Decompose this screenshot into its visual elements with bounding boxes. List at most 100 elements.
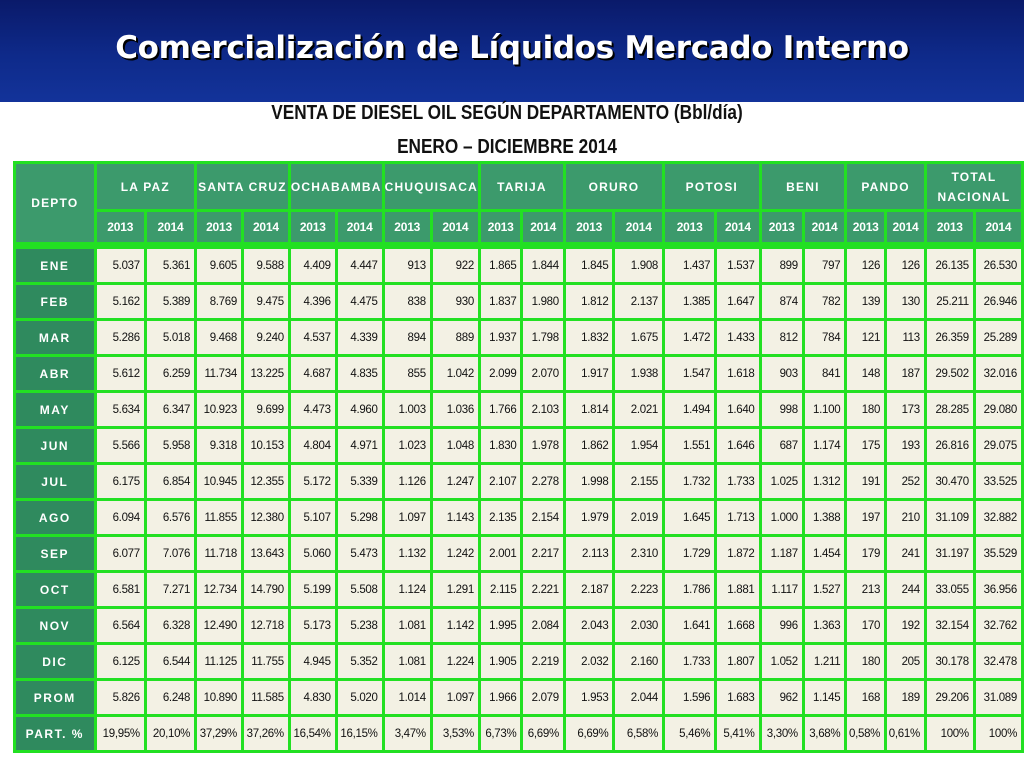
department-header: LA PAZ <box>96 164 195 209</box>
table-cell: 5.107 <box>290 501 335 534</box>
table-cell: 2.223 <box>615 573 663 606</box>
table-cell: 2.115 <box>480 573 521 606</box>
table-cell: 1.551 <box>665 429 715 462</box>
table-row: MAR 5.286 5.018 9.468 9.240 4.537 4.339 894 889 1… <box>16 321 1021 354</box>
table-cell: 874 <box>761 285 802 318</box>
table-cell: 6.581 <box>96 573 144 606</box>
table-cell: 889 <box>432 321 478 354</box>
table-cell: 26.530 <box>975 249 1021 282</box>
table-cell: 2.160 <box>615 645 663 678</box>
table-cell: 11.734 <box>197 357 241 390</box>
table-cell: 1.938 <box>615 357 663 390</box>
table-cell: 1.117 <box>761 573 802 606</box>
table-cell: 1.097 <box>432 681 478 714</box>
table-cell: 2.107 <box>480 465 521 498</box>
table-cell: 12.490 <box>197 609 241 642</box>
table-cell: 10.890 <box>197 681 241 714</box>
table-cell: 1.645 <box>665 501 715 534</box>
table-cell: 1.998 <box>565 465 613 498</box>
table-cell: 32.762 <box>975 609 1021 642</box>
table-cell: 5,46% <box>665 717 715 750</box>
row-label: PART. % <box>16 717 94 750</box>
table-cell: 6,58% <box>615 717 663 750</box>
table-cell: 2.001 <box>480 537 521 570</box>
table-cell: 1.211 <box>804 645 845 678</box>
table-cell: 903 <box>761 357 802 390</box>
year-header: 2013 <box>480 212 521 242</box>
department-header: TOTAL NACIONAL <box>926 164 1021 209</box>
table-cell: 1.124 <box>384 573 430 606</box>
table-cell: 26.946 <box>975 285 1021 318</box>
table-cell: 13.643 <box>243 537 288 570</box>
table-cell: 6,73% <box>480 717 521 750</box>
year-header: 2014 <box>243 212 288 242</box>
table-cell: 3,53% <box>432 717 478 750</box>
department-header: PANDO <box>847 164 924 209</box>
table-cell: 5.352 <box>337 645 382 678</box>
table-cell: 1.437 <box>665 249 715 282</box>
table-cell: 996 <box>761 609 802 642</box>
department-header: SANTA CRUZ <box>197 164 288 209</box>
table-cell: 4.475 <box>337 285 382 318</box>
table-cell: 5.172 <box>290 465 335 498</box>
table-cell: 5.566 <box>96 429 144 462</box>
table-cell: 19,95% <box>96 717 144 750</box>
table-cell: 1.908 <box>615 249 663 282</box>
table-row: JUL 6.175 6.854 10.945 12.355 5.172 5.339 1.126… <box>16 465 1021 498</box>
table-cell: 252 <box>887 465 924 498</box>
table-cell: 1.683 <box>717 681 759 714</box>
table-cell: 2.099 <box>480 357 521 390</box>
table-cell: 31.089 <box>975 681 1021 714</box>
table-cell: 33.055 <box>926 573 973 606</box>
table-cell: 4.473 <box>290 393 335 426</box>
table-cell: 28.285 <box>926 393 973 426</box>
table-cell: 29.080 <box>975 393 1021 426</box>
table-cell: 11.855 <box>197 501 241 534</box>
table-cell: 1.733 <box>665 645 715 678</box>
table-row: JUN 5.566 5.958 9.318 10.153 4.804 4.971 1.023 1… <box>16 429 1021 462</box>
table-cell: 1.143 <box>432 501 478 534</box>
table-cell: 6.544 <box>146 645 195 678</box>
table-cell: 13.225 <box>243 357 288 390</box>
table-cell: 913 <box>384 249 430 282</box>
table-cell: 5.037 <box>96 249 144 282</box>
table-cell: 1.844 <box>523 249 563 282</box>
table-cell: 5.020 <box>337 681 382 714</box>
table-cell: 5.199 <box>290 573 335 606</box>
year-header: 2014 <box>975 212 1021 242</box>
table-cell: 6.077 <box>96 537 144 570</box>
year-header: 2014 <box>432 212 478 242</box>
table-cell: 5.958 <box>146 429 195 462</box>
table-cell: 5.339 <box>337 465 382 498</box>
table-cell: 7.076 <box>146 537 195 570</box>
table-cell: 4.409 <box>290 249 335 282</box>
table-cell: 5.162 <box>96 285 144 318</box>
table-cell: 1.978 <box>523 429 563 462</box>
table-cell: 6.248 <box>146 681 195 714</box>
table-cell: 1.454 <box>804 537 845 570</box>
department-header: TARIJA <box>480 164 563 209</box>
table-cell: 8.769 <box>197 285 241 318</box>
table-cell: 1.845 <box>565 249 613 282</box>
table-cell: 5.286 <box>96 321 144 354</box>
table-cell: 2.154 <box>523 501 563 534</box>
table-cell: 1.126 <box>384 465 430 498</box>
table-cell: 197 <box>847 501 885 534</box>
row-label: SEP <box>16 537 94 570</box>
table-cell: 6.328 <box>146 609 195 642</box>
table-cell: 100% <box>975 717 1021 750</box>
table-cell: 2.103 <box>523 393 563 426</box>
table-cell: 2.043 <box>565 609 613 642</box>
table-cell: 37,26% <box>243 717 288 750</box>
table-cell: 899 <box>761 249 802 282</box>
row-label: JUN <box>16 429 94 462</box>
table-cell: 782 <box>804 285 845 318</box>
year-header: 2013 <box>847 212 885 242</box>
table-cell: 173 <box>887 393 924 426</box>
table-cell: 16,15% <box>337 717 382 750</box>
year-header: 2014 <box>523 212 563 242</box>
table-cell: 205 <box>887 645 924 678</box>
table-cell: 1.729 <box>665 537 715 570</box>
row-label: JUL <box>16 465 94 498</box>
table-cell: 855 <box>384 357 430 390</box>
